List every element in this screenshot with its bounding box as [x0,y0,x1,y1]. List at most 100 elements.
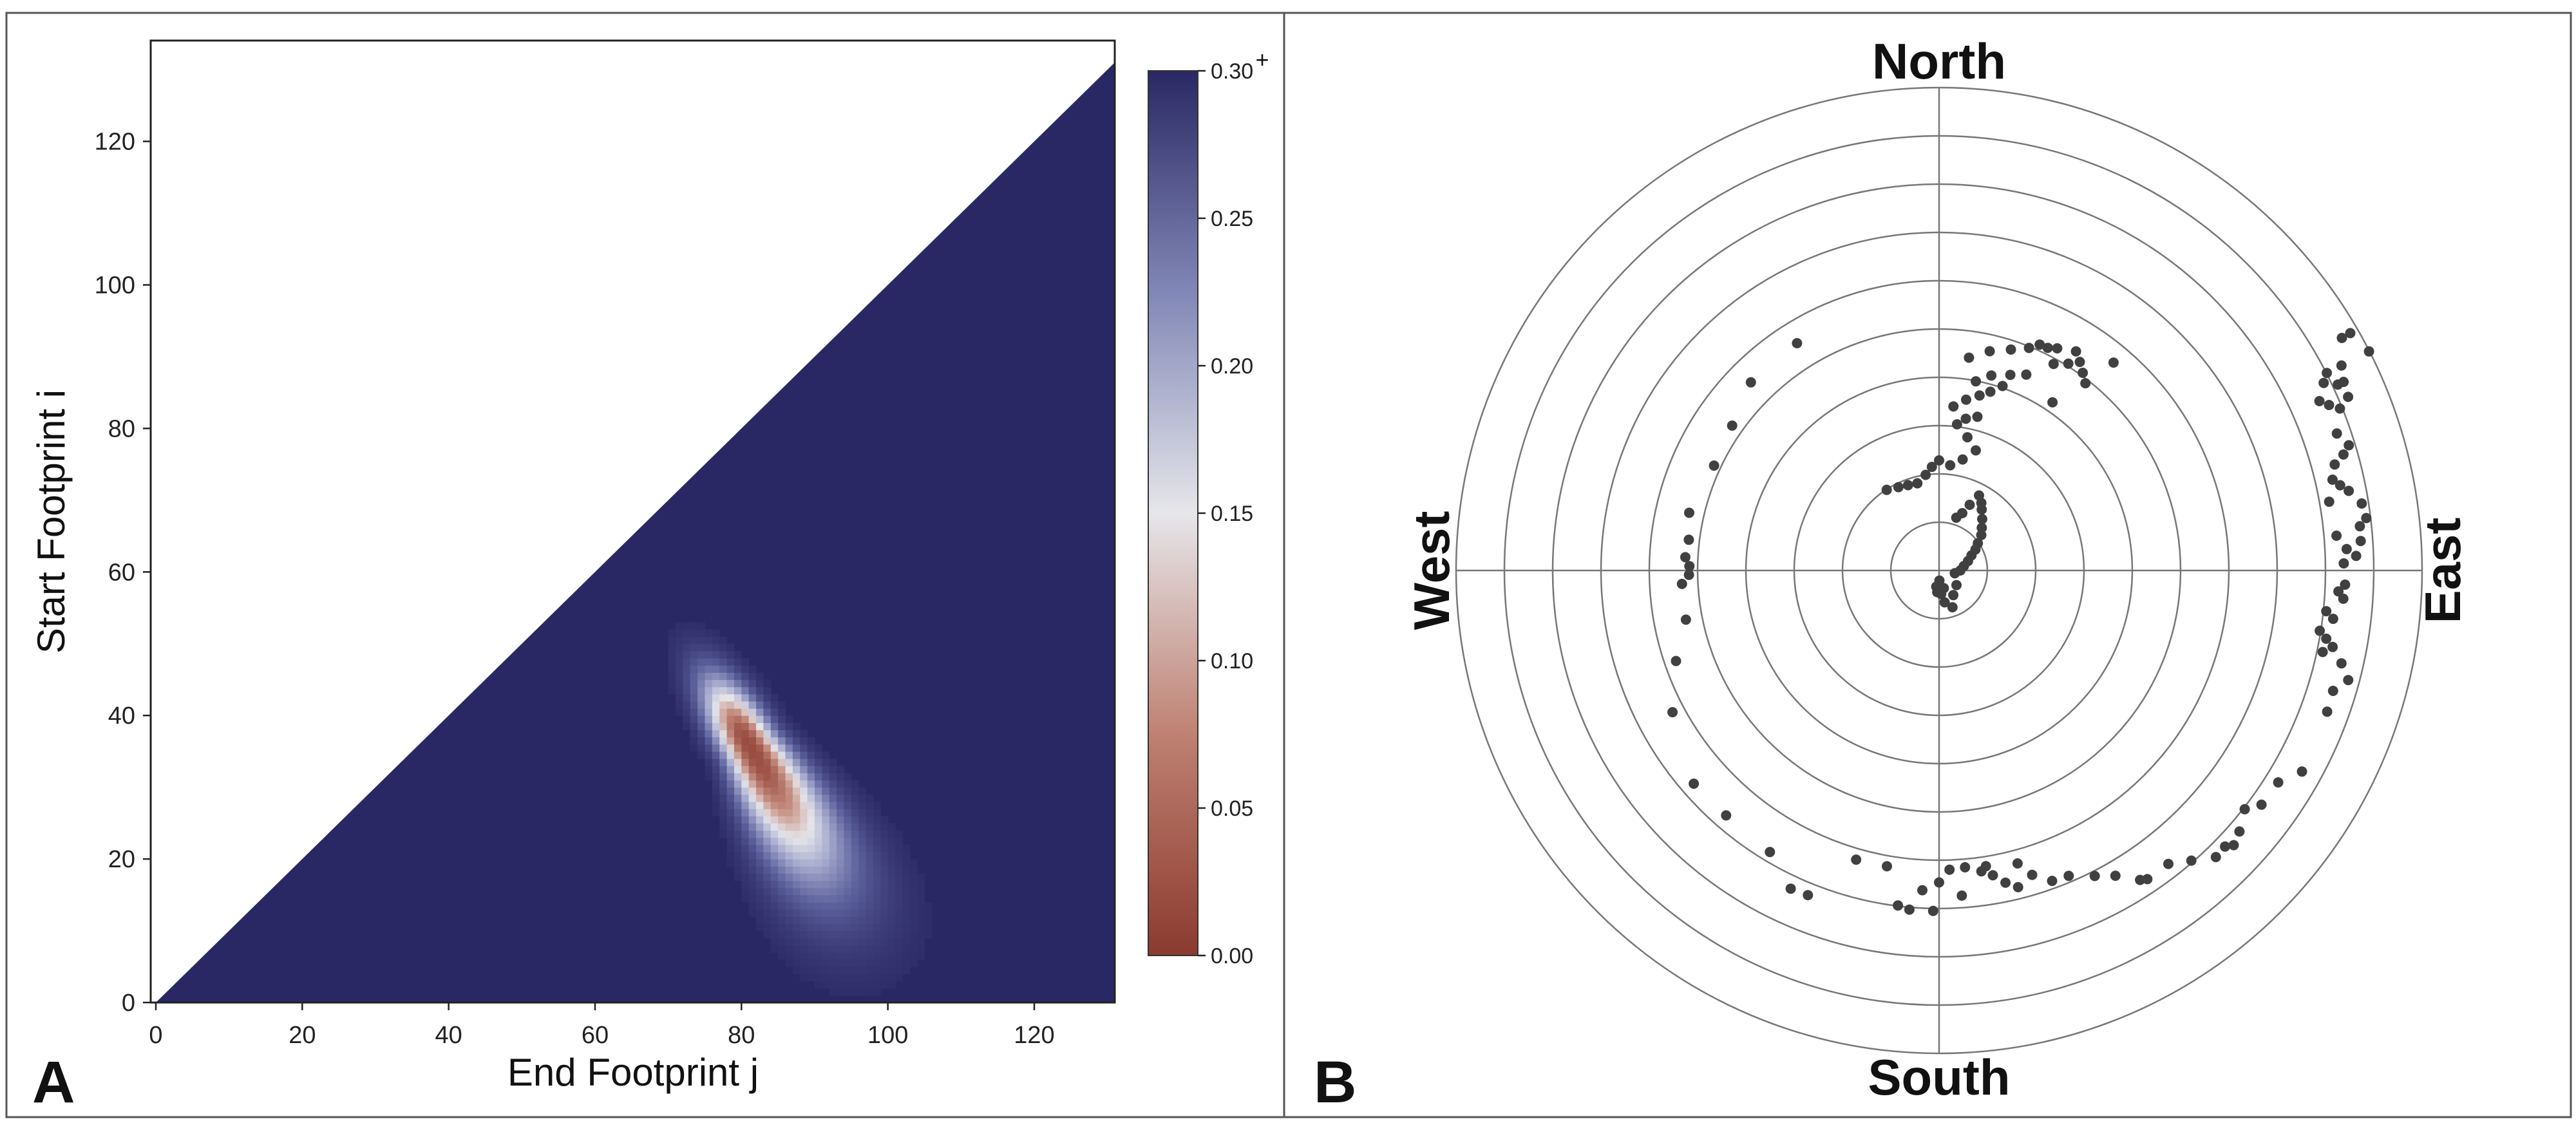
heatmap-cell [785,715,793,723]
heatmap-cell [822,866,830,874]
heatmap-cell [756,701,764,709]
heatmap-cell [785,887,793,896]
heatmap-cell [705,665,713,673]
heatmap-cell [676,658,683,666]
heatmap-cell [902,887,911,896]
y-axis-ticks: 0 20 40 60 80 100 120 [95,129,151,1017]
heatmap-cell [668,686,676,695]
heatmap-cell [690,693,698,702]
heatmap-cell [763,830,772,838]
heatmap-cell [668,636,676,645]
heatmap-cell [763,751,772,759]
heatmap-cell [887,859,896,867]
heatmap-cell [770,830,779,838]
heatmap-cell [814,866,822,874]
heatmap-cell [719,701,728,709]
heatmap-cell [851,916,859,925]
heatmap-cell [705,730,713,738]
heatmap-cell [807,937,815,946]
heatmap-cell [705,722,713,731]
heatmap-cell [683,672,691,681]
heatmap-cell [873,880,881,889]
heatmap-cell [778,744,786,752]
heatmap-cell [741,766,750,773]
heatmap-cell [800,909,808,917]
polar-point [2324,400,2334,410]
heatmap-cell [858,794,867,802]
heatmap-cell [909,866,918,874]
heatmap-cell [800,966,808,975]
heatmap-cell [763,851,772,860]
heatmap-cell [917,880,925,889]
heatmap-cell [851,794,859,802]
heatmap-cell [756,887,764,896]
heatmap-cell [800,974,808,982]
heatmap-cell [705,636,713,645]
heatmap-cell [741,880,750,889]
x-axis-ticks: 0 20 40 60 80 100 120 [149,1003,1055,1049]
heatmap-cell [712,708,720,716]
heatmap-cell [858,894,867,903]
heatmap-cell [756,780,764,788]
heatmap-cell [807,737,815,745]
heatmap-cell [814,809,822,816]
heatmap-cell [778,880,786,889]
polar-point [1803,890,1814,901]
heatmap-cell [778,794,786,802]
polar-point [2334,403,2345,414]
heatmap-cell [697,730,706,738]
heatmap-cell [719,816,728,824]
heatmap-cell [902,966,911,975]
y-tick-label: 80 [108,415,135,442]
heatmap-cell [719,737,728,745]
heatmap-cell [726,658,735,666]
heatmap-cell [697,708,706,716]
heatmap-cell [726,751,735,759]
heatmap-cell [697,636,706,645]
heatmap-cell [734,823,742,831]
heatmap-cell [902,916,911,925]
heatmap-cell [792,773,800,781]
heatmap-cell [873,801,881,809]
heatmap-cell [785,751,793,759]
heatmap-cell [697,737,706,745]
heatmap-cell [837,787,845,795]
heatmap-cell [719,708,728,716]
heatmap-cell [917,887,925,896]
polar-point [2074,357,2085,368]
heatmap-cell [756,679,764,688]
heatmap-cell [756,758,764,766]
heatmap-cell [895,844,903,852]
heatmap-cell [690,737,698,745]
heatmap-cell [851,866,859,874]
heatmap-cell [800,837,808,845]
heatmap-cell [756,737,764,745]
heatmap-cell [895,937,903,946]
heatmap-cell [880,844,889,852]
heatmap-cell [690,679,698,688]
heatmap-cell [873,916,881,925]
heatmap-cell [705,715,713,723]
heatmap-cell [697,658,706,666]
polar-point [2345,328,2356,339]
heatmap-cell [858,880,867,889]
heatmap-cell [909,901,918,910]
heatmap-cell [895,959,903,967]
heatmap-cell [748,758,757,766]
heatmap-cell [866,937,874,946]
heatmap-cell [800,751,808,759]
heatmap-cell [778,859,786,867]
heatmap-cell [844,937,852,946]
heatmap-cell [873,988,881,996]
polar-point [1980,861,1991,872]
heatmap-cell [837,766,845,773]
heatmap-cell [785,758,793,766]
heatmap-cell [668,679,676,688]
polar-point [2256,799,2267,810]
polar-point [2012,858,2023,869]
heatmap-cell [880,937,889,946]
heatmap-cell [719,801,728,809]
heatmap-cell [844,880,852,889]
heatmap-cell [770,722,779,731]
heatmap-cell [778,851,786,860]
